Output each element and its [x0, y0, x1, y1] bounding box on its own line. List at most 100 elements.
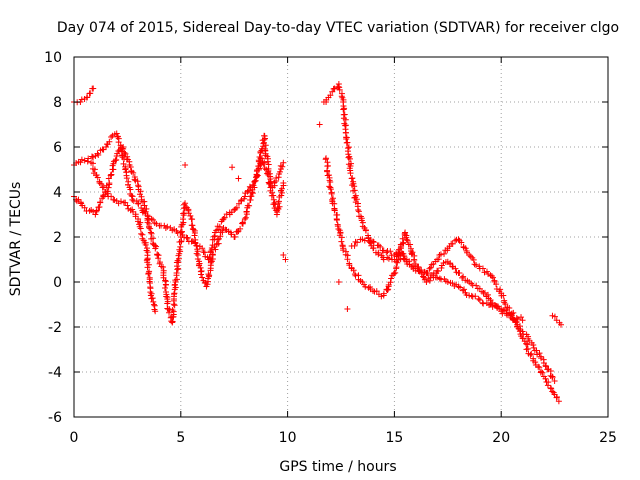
data-point: [153, 220, 160, 227]
data-point: [84, 94, 91, 101]
data-point: [458, 239, 465, 246]
data-point: [148, 230, 155, 237]
data-point: [160, 263, 167, 270]
data-point: [156, 259, 163, 266]
data-point: [327, 186, 334, 193]
data-point: [198, 271, 205, 278]
data-point: [524, 341, 531, 348]
data-point: [206, 272, 213, 279]
data-point: [177, 243, 184, 250]
y-tick-label: -4: [48, 365, 62, 381]
data-point: [171, 302, 178, 309]
data-point: [348, 175, 355, 182]
data-point: [407, 241, 414, 248]
data-point: [514, 316, 521, 323]
data-point: [267, 173, 274, 180]
data-point: [182, 200, 189, 207]
data-point: [383, 249, 390, 256]
data-point: [231, 233, 238, 240]
data-point: [344, 306, 351, 312]
data-point: [94, 150, 101, 157]
data-point: [178, 238, 185, 245]
data-point: [253, 173, 260, 180]
data-point: [108, 171, 115, 178]
data-point: [481, 289, 488, 296]
data-point: [145, 270, 152, 277]
data-point: [394, 256, 401, 263]
data-point: [434, 274, 441, 281]
data-point: [122, 166, 129, 173]
data-point: [500, 292, 507, 299]
data-point: [100, 184, 107, 191]
y-tick-label: 0: [53, 275, 62, 291]
data-point: [120, 160, 127, 167]
data-point: [105, 175, 112, 182]
data-point: [282, 256, 289, 263]
data-point: [426, 277, 433, 284]
data-point: [113, 130, 120, 137]
data-point: [211, 233, 218, 240]
data-point: [148, 295, 155, 302]
data-point: [416, 268, 423, 275]
data-point: [420, 273, 427, 280]
data-point: [524, 345, 531, 352]
data-point: [503, 306, 510, 313]
y-tick-label: 8: [53, 95, 62, 111]
data-point: [178, 228, 185, 235]
data-point: [180, 216, 187, 223]
data-point: [544, 382, 551, 389]
data-point: [452, 265, 459, 272]
data-point: [344, 256, 351, 263]
data-point: [143, 205, 150, 212]
data-point: [189, 216, 196, 223]
data-point: [215, 235, 222, 242]
data-point: [94, 174, 101, 181]
data-point: [262, 142, 269, 149]
data-point: [250, 182, 257, 189]
data-point: [444, 279, 451, 285]
data-point: [438, 265, 445, 272]
data-point: [199, 274, 206, 281]
data-point: [113, 156, 120, 163]
data-point: [553, 394, 560, 401]
data-point: [375, 249, 382, 256]
data-point: [173, 270, 180, 277]
data-point: [329, 88, 336, 95]
data-point: [147, 229, 154, 236]
data-point: [81, 157, 88, 164]
x-tick-label: 20: [492, 430, 510, 446]
data-point: [242, 214, 249, 221]
x-tick-label: 5: [176, 430, 185, 446]
data-point: [246, 202, 253, 209]
data-point: [470, 256, 477, 263]
data-point: [135, 200, 142, 207]
data-point: [351, 242, 358, 249]
data-point: [402, 229, 409, 236]
data-point: [214, 236, 221, 243]
data-point: [461, 286, 468, 293]
data-point: [316, 121, 323, 128]
data-point: [390, 270, 397, 277]
data-point: [110, 166, 117, 173]
data-point: [327, 92, 334, 99]
data-point: [150, 235, 157, 242]
data-point: [388, 275, 395, 282]
data-point: [435, 256, 442, 263]
data-point: [462, 245, 469, 252]
data-point: [519, 328, 526, 335]
data-point: [206, 253, 213, 260]
data-point: [333, 217, 340, 224]
data-point: [508, 310, 515, 317]
data-point: [489, 274, 496, 281]
data-point: [436, 275, 443, 282]
data-point: [244, 188, 251, 195]
data-point: [396, 253, 403, 260]
data-point: [96, 180, 103, 186]
data-point: [138, 230, 145, 237]
data-point: [361, 237, 368, 244]
data-point: [95, 151, 102, 158]
data-point: [255, 163, 262, 170]
data-point: [121, 149, 128, 156]
data-point: [551, 313, 558, 320]
